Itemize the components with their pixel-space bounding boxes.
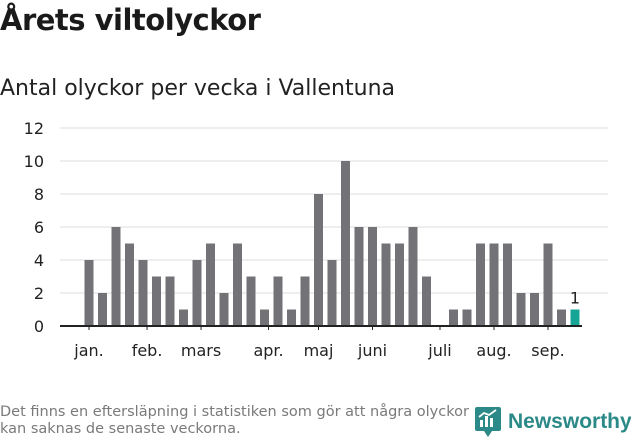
bar bbox=[314, 194, 323, 326]
x-axis bbox=[60, 325, 582, 330]
bars bbox=[84, 161, 580, 326]
bar bbox=[557, 309, 566, 326]
x-tick-label: juli bbox=[427, 341, 451, 360]
bar bbox=[489, 243, 499, 326]
bar bbox=[543, 243, 553, 326]
bar bbox=[111, 227, 121, 326]
x-tick-label: maj bbox=[304, 341, 334, 360]
bar bbox=[125, 243, 134, 326]
bar bbox=[273, 276, 283, 326]
bar bbox=[449, 309, 458, 326]
x-tick-label: feb. bbox=[132, 341, 163, 360]
value-label: 1 bbox=[570, 289, 580, 308]
bar bbox=[233, 243, 242, 326]
bar bbox=[300, 276, 310, 326]
y-tick-label: 4 bbox=[34, 251, 44, 270]
chart-subtitle: Antal olyckor per vecka i Vallentuna bbox=[0, 76, 395, 101]
value-labels: 1 bbox=[570, 289, 580, 308]
x-tick-label: mars bbox=[181, 341, 221, 360]
x-tick-label: apr. bbox=[253, 341, 283, 360]
y-tick-label: 0 bbox=[34, 317, 44, 336]
bar bbox=[530, 293, 539, 326]
bar bbox=[381, 243, 391, 326]
bar bbox=[219, 293, 229, 326]
page-title: Årets viltolyckor bbox=[0, 3, 261, 37]
bar bbox=[246, 276, 256, 326]
x-tick-label: aug. bbox=[476, 341, 511, 360]
brand-name: Newsworthy bbox=[508, 410, 631, 433]
footnote: Det finns en eftersläpning i statistiken… bbox=[0, 404, 469, 437]
x-tick-label: jan. bbox=[73, 341, 103, 360]
bar bbox=[260, 309, 269, 326]
y-tick-label: 8 bbox=[34, 185, 44, 204]
bar bbox=[98, 293, 107, 326]
bar bbox=[287, 309, 296, 326]
x-tick-label: sep. bbox=[531, 341, 564, 360]
x-tick-label: juni bbox=[357, 341, 387, 360]
newsworthy-logo-icon bbox=[475, 407, 501, 437]
x-axis-tick-labels: jan. feb. mars apr. maj juni juli aug. sep. bbox=[73, 341, 564, 360]
y-axis-tick-labels: 0 2 4 6 8 10 12 bbox=[24, 119, 44, 336]
y-tick-label: 6 bbox=[34, 218, 44, 237]
bar bbox=[354, 227, 364, 326]
bar bbox=[462, 309, 472, 326]
bar bbox=[152, 276, 161, 326]
y-tick-label: 10 bbox=[24, 152, 44, 171]
bar bbox=[422, 276, 431, 326]
bar bbox=[408, 227, 418, 326]
y-tick-label: 2 bbox=[34, 284, 44, 303]
bar bbox=[503, 243, 512, 326]
bar bbox=[368, 227, 377, 326]
bar-highlight bbox=[570, 309, 580, 326]
bar bbox=[516, 293, 526, 326]
bar-chart: 0 2 4 6 8 10 12 jan. feb. mars apr. maj juni juli aug… bbox=[24, 119, 608, 360]
bar bbox=[341, 161, 350, 326]
bar bbox=[476, 243, 485, 326]
y-tick-label: 12 bbox=[24, 119, 44, 138]
bar bbox=[138, 260, 148, 326]
brand-logo-link[interactable]: Newsworthy bbox=[474, 406, 631, 438]
bar bbox=[327, 260, 337, 326]
bar bbox=[165, 276, 175, 326]
bar bbox=[395, 243, 404, 326]
bar bbox=[192, 260, 202, 326]
bar bbox=[179, 309, 188, 326]
bar bbox=[84, 260, 94, 326]
bar bbox=[206, 243, 215, 326]
